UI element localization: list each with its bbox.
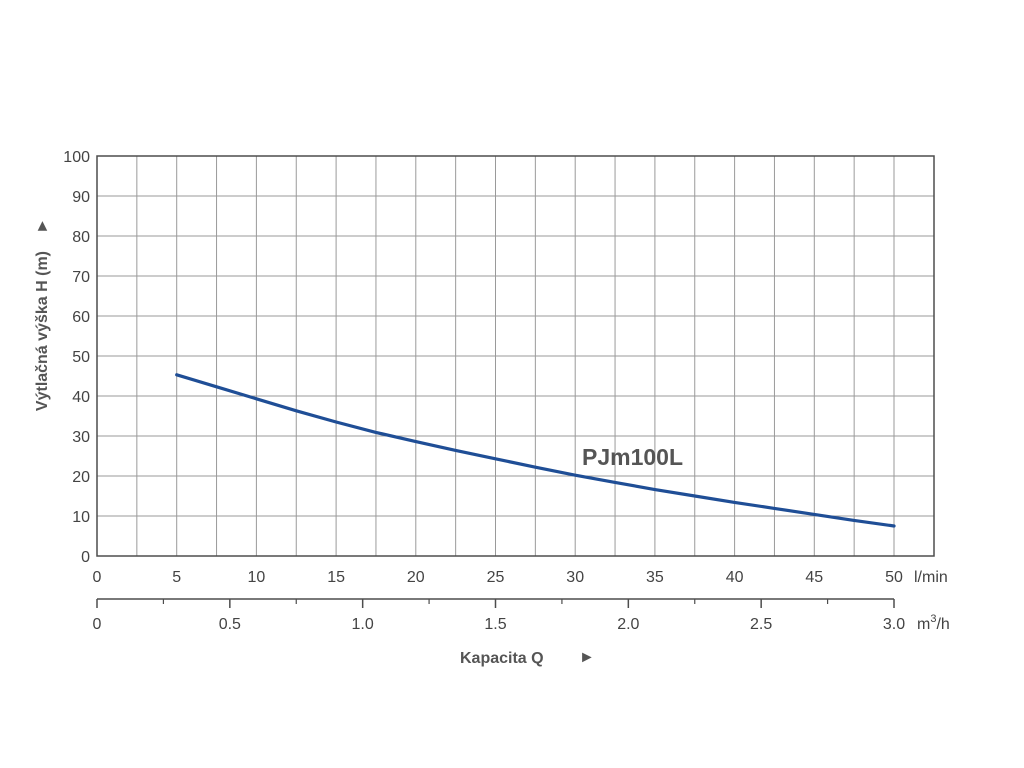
y-tick-label: 90 xyxy=(72,189,90,206)
x-tick-label: 25 xyxy=(487,569,505,586)
series-layer: PJm100L xyxy=(175,373,896,528)
secondary-x-tick-label: 1.0 xyxy=(352,616,374,633)
y-axis-title: Výtlačná výška H (m) xyxy=(34,251,51,411)
x-axis-title: Kapacita Q xyxy=(460,650,544,667)
x-tick-label: 35 xyxy=(646,569,664,586)
x-tick-label: 20 xyxy=(407,569,425,586)
y-tick-label: 10 xyxy=(72,509,90,526)
secondary-x-tick-label: 2.5 xyxy=(750,616,772,633)
y-tick-label: 0 xyxy=(81,549,90,566)
unit-superscript: 3 xyxy=(930,613,936,625)
unit-tail: /h xyxy=(936,616,949,633)
y-tick-label: 40 xyxy=(72,389,90,406)
x-tick-label: 30 xyxy=(566,569,584,586)
x-tick-label: 40 xyxy=(726,569,744,586)
x-axis-unit: l/min xyxy=(914,569,948,586)
y-axis-arrow-icon: ► xyxy=(34,218,51,234)
unit-base: m xyxy=(917,616,930,633)
x-tick-label: 50 xyxy=(885,569,903,586)
x-tick-label: 5 xyxy=(172,569,181,586)
secondary-x-tick-label: 2.0 xyxy=(617,616,639,633)
y-tick-label: 20 xyxy=(72,469,90,486)
x-tick-label: 10 xyxy=(248,569,266,586)
y-tick-label: 70 xyxy=(72,269,90,286)
secondary-x-tick-label: 3.0 xyxy=(883,616,905,633)
x-tick-label: 45 xyxy=(805,569,823,586)
y-tick-label: 100 xyxy=(63,149,90,166)
x-axis-ticks-lmin: 0 5 10 15 20 25 30 35 40 45 50 xyxy=(93,569,903,586)
secondary-x-axis-unit: m3/h xyxy=(917,613,950,633)
series-label: PJm100L xyxy=(582,444,683,470)
x-tick-label: 0 xyxy=(93,569,102,586)
secondary-x-tick-label: 0.5 xyxy=(219,616,241,633)
y-tick-label: 50 xyxy=(72,349,90,366)
secondary-x-tick-label: 1.5 xyxy=(484,616,506,633)
secondary-x-axis-ticks: 0 0.5 1.0 1.5 2.0 2.5 3.0 xyxy=(93,599,905,633)
plot-frame xyxy=(96,155,935,557)
y-tick-label: 30 xyxy=(72,429,90,446)
y-tick-label: 60 xyxy=(72,309,90,326)
y-tick-label: 80 xyxy=(72,229,90,246)
y-axis-ticks: 0 10 20 30 40 50 60 70 80 90 100 xyxy=(63,149,90,566)
grid-lines xyxy=(97,156,934,556)
secondary-x-tick-label: 0 xyxy=(93,616,102,633)
x-axis-arrow-icon: ► xyxy=(579,649,595,666)
x-tick-label: 15 xyxy=(327,569,345,586)
